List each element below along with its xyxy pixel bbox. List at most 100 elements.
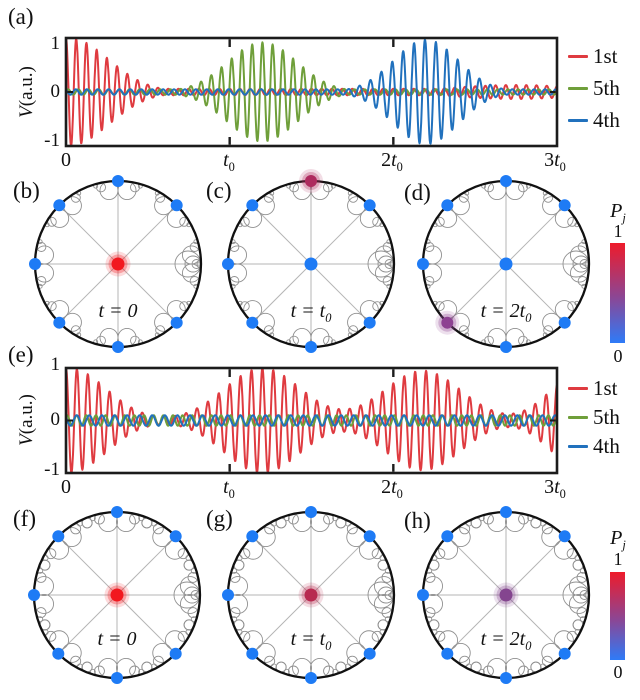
wave-series-4th	[66, 38, 557, 145]
graph-node	[112, 341, 124, 353]
colorbar2-gradient	[610, 572, 625, 660]
graph-node	[111, 672, 123, 684]
panel-label-c: (c)	[206, 178, 232, 203]
colorbar2-label: Pj	[610, 527, 626, 552]
x-tick-a-t0: t0	[223, 149, 235, 174]
graph-node	[170, 316, 183, 329]
graph-node	[305, 175, 317, 187]
graph-node	[363, 647, 376, 660]
panel-label-b: (b)	[13, 178, 40, 203]
graph-node	[500, 672, 512, 684]
graph-node	[28, 589, 40, 601]
spoke	[117, 263, 178, 324]
time-label-h: t = 2t0	[480, 628, 532, 653]
panel-label-h: (h)	[404, 508, 431, 533]
wave-series-1st	[66, 368, 557, 473]
graph-node	[499, 588, 513, 602]
spoke	[310, 204, 371, 265]
spoke	[310, 263, 371, 324]
colorbar1-tick-bottom: 0	[613, 346, 623, 366]
graph-node	[53, 199, 66, 212]
y-tick-a-0: 0	[50, 81, 61, 102]
spoke	[251, 263, 312, 324]
wave-curves-(a)	[66, 38, 557, 146]
graph-node	[222, 258, 234, 270]
graph-node	[111, 257, 125, 271]
spoke	[505, 263, 566, 324]
panel-label-g: (g)	[206, 506, 233, 531]
graph-node	[170, 199, 183, 212]
graph-node	[52, 647, 65, 660]
wave-curves-(e)	[66, 368, 557, 473]
spoke	[117, 204, 178, 265]
legend-line-red	[568, 54, 588, 58]
graph-node	[499, 257, 513, 271]
graph-node	[52, 530, 65, 543]
time-label-g: t = t0	[290, 628, 332, 653]
x-tick-e-0: 0	[61, 476, 71, 498]
graph-node	[305, 506, 317, 518]
panel-label-d: (d)	[404, 180, 431, 205]
graph-node	[111, 506, 123, 518]
legend-line-blue	[568, 118, 588, 122]
graph-node	[246, 199, 259, 212]
graph-node	[305, 672, 317, 684]
y-tick-e-1: 1	[50, 354, 61, 375]
graph-node	[441, 316, 454, 329]
graph-node	[363, 199, 376, 212]
graph-node	[558, 530, 571, 543]
graph-node	[246, 316, 259, 329]
graph-node	[304, 257, 318, 271]
graph-node	[304, 588, 318, 602]
axes-box	[64, 36, 559, 148]
spoke	[446, 204, 507, 265]
legend-line-green	[568, 415, 588, 419]
graph-node	[222, 589, 234, 601]
legend-entry-a-4th: 4th	[568, 106, 620, 134]
panel-label-f: (f)	[13, 506, 36, 531]
graph-node	[500, 341, 512, 353]
time-label-c: t = t0	[290, 300, 332, 325]
graph-node	[363, 530, 376, 543]
graph-node	[246, 647, 259, 660]
colorbar1-gradient	[610, 243, 625, 343]
spoke	[446, 263, 507, 324]
x-tick-a-2t0: 2t0	[381, 149, 403, 174]
colorbar1-label: Pj	[610, 200, 626, 225]
graph-node	[305, 341, 317, 353]
legend-entry-e-1st: 1st	[568, 374, 618, 402]
graph-node	[558, 647, 571, 660]
graph-node	[417, 258, 429, 270]
graph-node	[29, 258, 41, 270]
spoke	[505, 204, 566, 265]
x-tick-e-3t0: 3t0	[544, 476, 566, 501]
legend-label: 5th	[593, 75, 620, 100]
spoke	[251, 204, 312, 265]
graph-node	[169, 530, 182, 543]
time-label-d: t = 2t0	[480, 300, 532, 325]
legend-line-blue	[568, 444, 588, 448]
time-label-f: t = 0	[97, 628, 137, 650]
time-label-b: t = 0	[98, 300, 138, 322]
legend-line-red	[568, 386, 588, 390]
graph-node	[112, 175, 124, 187]
y-tick-a-m1: -1	[44, 130, 60, 151]
graph-node	[246, 530, 259, 543]
legend-entry-e-5th: 5th	[568, 403, 620, 431]
colorbar2-tick-top: 1	[613, 549, 623, 569]
y-tick-e-m1: -1	[44, 459, 60, 480]
legend-label: 5th	[593, 404, 620, 429]
graph-node	[558, 316, 571, 329]
x-tick-e-2t0: 2t0	[381, 476, 403, 501]
graph-node	[169, 647, 182, 660]
graph-node	[500, 506, 512, 518]
panel-label-a: (a)	[8, 4, 34, 29]
colorbar1-tick-top: 1	[613, 221, 623, 241]
x-tick-e-t0: t0	[223, 476, 235, 501]
legend-entry-a-1st: 1st	[568, 42, 618, 70]
panel-label-e: (e)	[8, 342, 34, 367]
legend-label: 1st	[593, 43, 618, 68]
graph-node	[441, 530, 454, 543]
